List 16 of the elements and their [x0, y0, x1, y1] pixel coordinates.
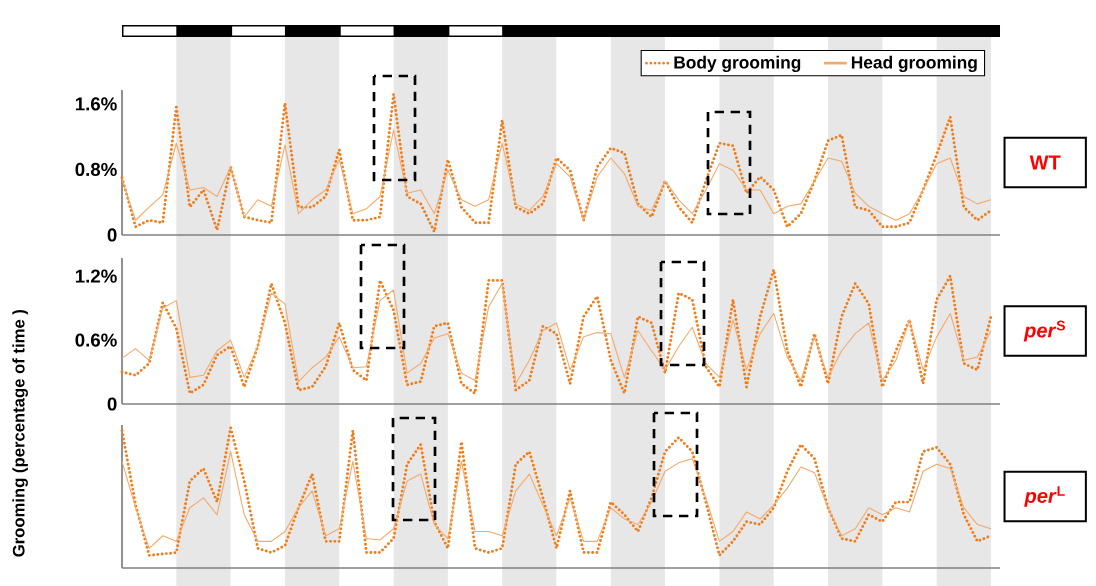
text: per$^{L}$ — [1024, 486, 1065, 507]
y-tick-label: 1.2% — [75, 269, 117, 283]
line-series — [120, 92, 993, 234]
line-series — [121, 129, 992, 221]
y-tick-label: 0.6% — [75, 333, 117, 347]
legend-label: Body grooming — [674, 55, 801, 73]
y-tick-label: 1.6% — [75, 97, 117, 111]
legend-label: Head grooming — [851, 55, 977, 73]
y-axis-title: Grooming (percentage of time ) — [12, 309, 28, 557]
y-tick-label: 0 — [107, 397, 117, 411]
line-series — [121, 283, 992, 385]
y-tick-label: 0.8% — [75, 162, 117, 177]
y-tick-label: 0 — [107, 228, 117, 242]
text: per$^{S}$ — [1023, 320, 1065, 342]
text: WT — [1029, 155, 1061, 170]
line-series — [120, 268, 993, 395]
